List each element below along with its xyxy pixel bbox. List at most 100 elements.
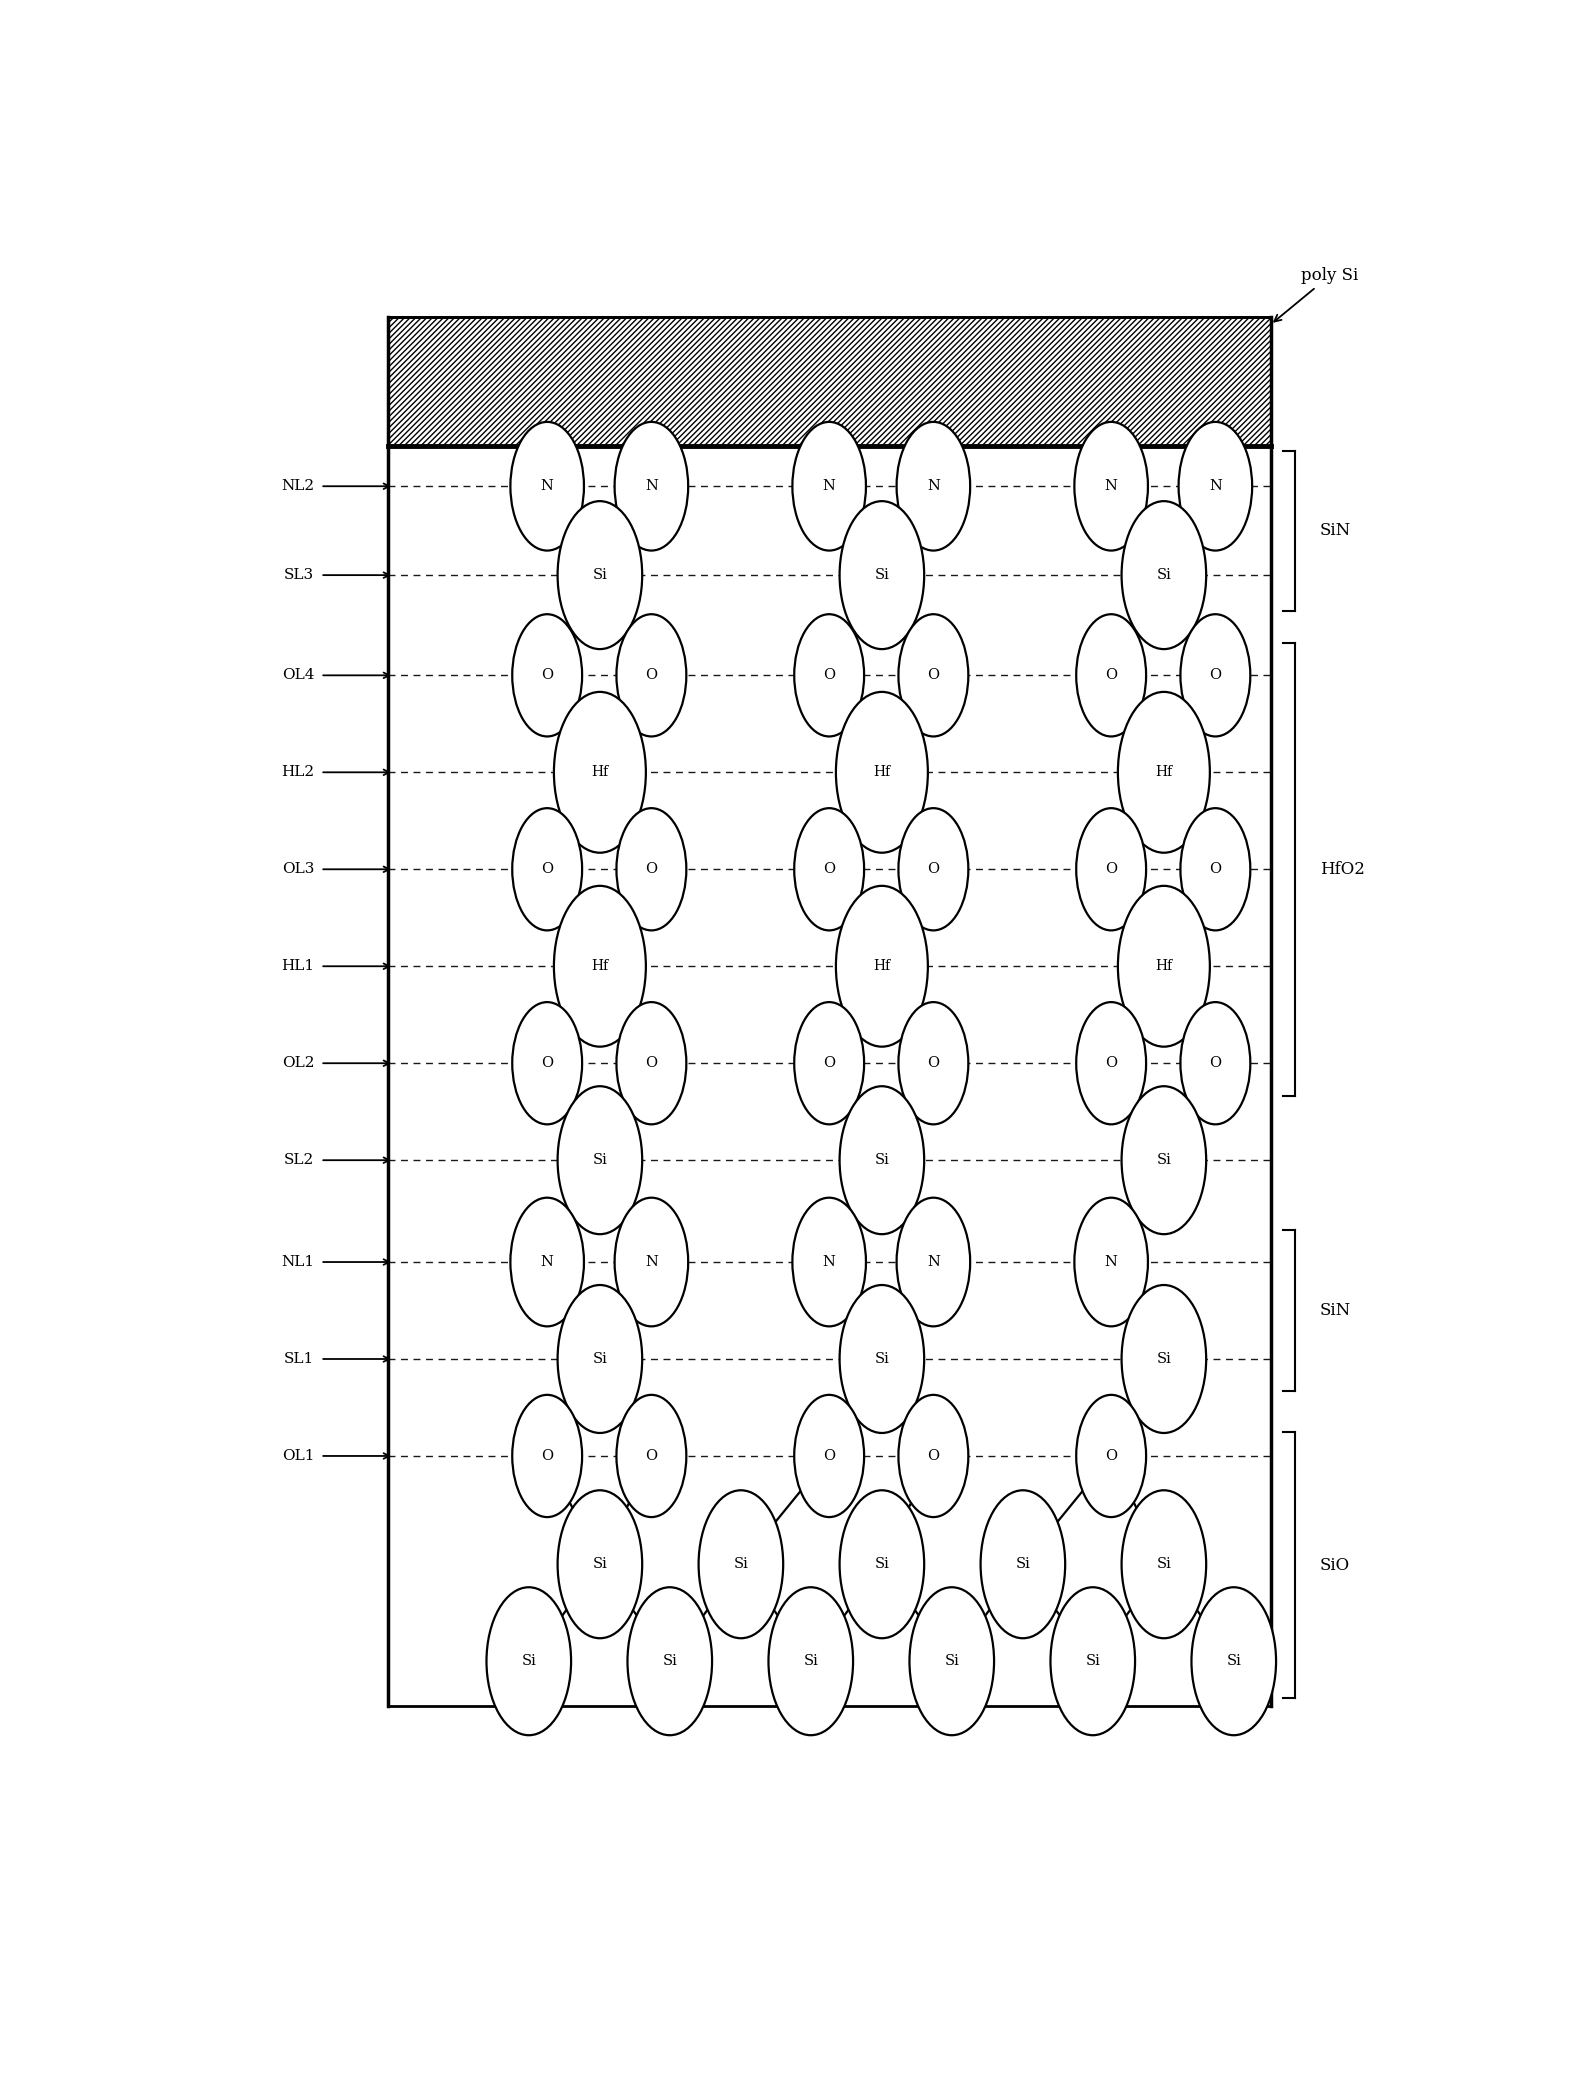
Text: HL1: HL1 [282,959,315,974]
Ellipse shape [1191,1587,1277,1736]
Ellipse shape [1122,1285,1205,1434]
Text: OL2: OL2 [282,1056,315,1070]
Ellipse shape [513,615,582,737]
Ellipse shape [840,1085,924,1234]
Text: SiN: SiN [1319,1301,1351,1318]
Text: Hf: Hf [592,766,609,779]
Ellipse shape [1179,422,1253,550]
Text: HL2: HL2 [282,766,315,779]
Text: Hf: Hf [873,959,891,974]
Ellipse shape [899,615,968,737]
Text: N: N [823,1255,835,1270]
Text: O: O [1209,1056,1221,1070]
Text: Hf: Hf [873,766,891,779]
Text: Si: Si [522,1654,536,1669]
Text: O: O [1106,1056,1117,1070]
Text: SL1: SL1 [285,1352,315,1366]
Text: poly Si: poly Si [1274,267,1359,321]
Text: SiO: SiO [1319,1557,1349,1574]
Ellipse shape [557,1085,642,1234]
Text: Si: Si [804,1654,818,1669]
Ellipse shape [628,1587,712,1736]
Text: NL1: NL1 [282,1255,315,1270]
Ellipse shape [617,808,687,930]
Text: Si: Si [592,569,607,581]
Ellipse shape [769,1587,853,1736]
Bar [388,317,1270,445]
Text: SL2: SL2 [285,1152,315,1167]
Text: N: N [541,479,554,493]
Ellipse shape [554,693,645,852]
Ellipse shape [897,1199,970,1327]
Text: O: O [541,863,554,875]
Ellipse shape [1180,615,1250,737]
Text: Hf: Hf [1155,959,1172,974]
Text: O: O [1106,863,1117,875]
Text: O: O [1106,1448,1117,1463]
Ellipse shape [1076,1001,1145,1125]
Ellipse shape [617,1001,687,1125]
Ellipse shape [617,615,687,737]
Text: OL3: OL3 [282,863,315,875]
Ellipse shape [794,1001,864,1125]
Text: Si: Si [944,1654,959,1669]
Text: Si: Si [592,1152,607,1167]
Text: Hf: Hf [592,959,609,974]
Text: O: O [541,667,554,682]
Ellipse shape [794,1396,864,1518]
Text: Si: Si [875,1557,889,1572]
Text: N: N [645,1255,658,1270]
Ellipse shape [614,422,688,550]
Ellipse shape [1076,615,1145,737]
Text: O: O [541,1056,554,1070]
Text: O: O [823,1448,835,1463]
Text: N: N [541,1255,554,1270]
Ellipse shape [513,1396,582,1518]
Text: O: O [823,1056,835,1070]
Ellipse shape [794,808,864,930]
Text: Si: Si [875,1152,889,1167]
Text: Si: Si [1156,1352,1171,1366]
Text: O: O [645,863,658,875]
Text: O: O [1209,863,1221,875]
Ellipse shape [1118,693,1210,852]
Text: O: O [927,1448,940,1463]
Text: N: N [823,479,835,493]
Text: N: N [1209,479,1221,493]
Ellipse shape [897,422,970,550]
Ellipse shape [1050,1587,1134,1736]
Text: OL4: OL4 [282,667,315,682]
Ellipse shape [699,1490,783,1637]
Text: Si: Si [1226,1654,1242,1669]
Text: N: N [927,1255,940,1270]
Ellipse shape [1074,422,1149,550]
Text: O: O [823,667,835,682]
Text: Si: Si [592,1557,607,1572]
Text: SiN: SiN [1319,523,1351,539]
Ellipse shape [1118,886,1210,1047]
Text: O: O [645,1448,658,1463]
Text: O: O [1106,667,1117,682]
Text: N: N [1104,479,1117,493]
Ellipse shape [1180,808,1250,930]
Ellipse shape [840,1490,924,1637]
Text: Si: Si [1016,1557,1030,1572]
Text: Si: Si [1085,1654,1099,1669]
Text: N: N [1104,1255,1117,1270]
Ellipse shape [1076,1396,1145,1518]
Text: OL1: OL1 [282,1448,315,1463]
Ellipse shape [1122,1490,1205,1637]
Ellipse shape [557,1285,642,1434]
Ellipse shape [513,808,582,930]
Ellipse shape [910,1587,993,1736]
Text: Si: Si [734,1557,748,1572]
Ellipse shape [840,1285,924,1434]
Ellipse shape [793,1199,865,1327]
Ellipse shape [793,422,865,550]
Ellipse shape [1074,1199,1149,1327]
Ellipse shape [1180,1001,1250,1125]
Ellipse shape [840,502,924,649]
Text: Si: Si [1156,1152,1171,1167]
Ellipse shape [1122,502,1205,649]
Ellipse shape [557,1490,642,1637]
